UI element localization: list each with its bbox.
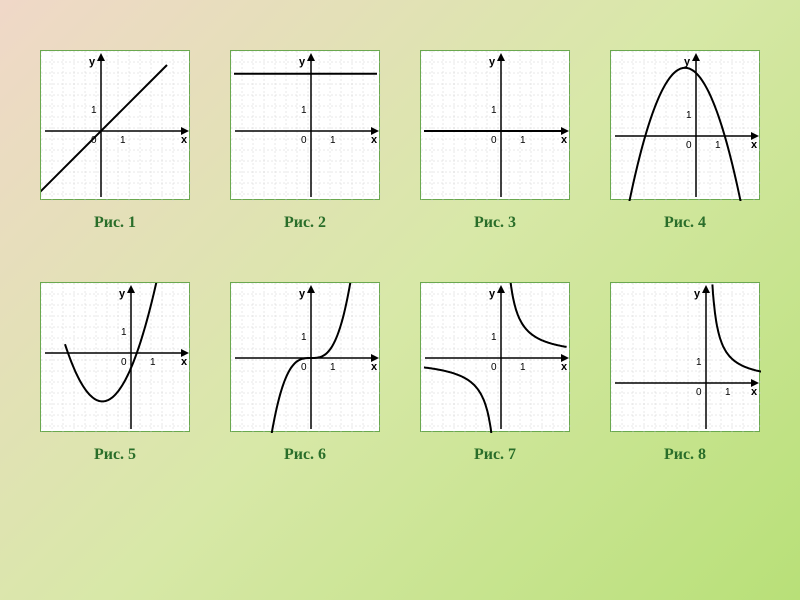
- svg-text:0: 0: [301, 135, 307, 146]
- svg-text:x: x: [371, 361, 378, 373]
- svg-text:x: x: [561, 134, 568, 146]
- row-2: 0 1 1 x y Рис. 5 0 1 1 x y Рис. 6 0 1 1 x y Рис. 7 0 1 1 x y Ри…: [40, 282, 760, 504]
- svg-text:1: 1: [301, 332, 307, 343]
- svg-text:1: 1: [686, 110, 692, 121]
- chart-panel-fig6: 0 1 1 x y Рис. 6: [230, 282, 380, 504]
- svg-text:y: y: [694, 288, 701, 300]
- chart-caption: Рис. 6: [284, 446, 326, 464]
- svg-text:y: y: [489, 288, 496, 300]
- chart-canvas: 0 1 1 x y: [610, 282, 760, 432]
- svg-text:1: 1: [121, 327, 127, 338]
- chart-caption: Рис. 4: [664, 214, 706, 232]
- chart-panel-fig4: 0 1 1 x y Рис. 4: [610, 50, 760, 272]
- svg-text:0: 0: [686, 140, 692, 151]
- svg-text:1: 1: [491, 105, 497, 116]
- svg-text:y: y: [684, 56, 691, 68]
- svg-text:1: 1: [725, 387, 731, 398]
- svg-text:0: 0: [301, 362, 307, 373]
- svg-text:0: 0: [491, 362, 497, 373]
- row-1: 0 1 1 x y Рис. 1 0 1 1 x y Рис. 2 0 1 1 x y Рис. 3 0 1 1 x y Ри…: [40, 50, 760, 272]
- svg-text:0: 0: [91, 135, 97, 146]
- chart-panel-fig2: 0 1 1 x y Рис. 2: [230, 50, 380, 272]
- svg-text:1: 1: [520, 135, 526, 146]
- chart-caption: Рис. 5: [94, 446, 136, 464]
- svg-text:0: 0: [491, 135, 497, 146]
- svg-text:x: x: [181, 134, 188, 146]
- svg-text:1: 1: [301, 105, 307, 116]
- svg-text:1: 1: [330, 135, 336, 146]
- svg-text:1: 1: [715, 140, 721, 151]
- svg-text:y: y: [119, 288, 126, 300]
- chart-canvas: 0 1 1 x y: [420, 50, 570, 200]
- svg-text:x: x: [561, 361, 568, 373]
- chart-canvas: 0 1 1 x y: [40, 50, 190, 200]
- svg-text:1: 1: [91, 105, 97, 116]
- chart-canvas: 0 1 1 x y: [610, 50, 760, 200]
- svg-text:x: x: [751, 386, 758, 398]
- svg-text:1: 1: [330, 362, 336, 373]
- svg-text:1: 1: [520, 362, 526, 373]
- svg-text:y: y: [299, 56, 306, 68]
- svg-text:1: 1: [120, 135, 126, 146]
- svg-text:1: 1: [150, 357, 156, 368]
- chart-canvas: 0 1 1 x y: [230, 282, 380, 432]
- chart-caption: Рис. 8: [664, 446, 706, 464]
- chart-caption: Рис. 7: [474, 446, 516, 464]
- svg-text:0: 0: [121, 357, 127, 368]
- svg-text:x: x: [181, 356, 188, 368]
- chart-canvas: 0 1 1 x y: [40, 282, 190, 432]
- chart-grid-container: 0 1 1 x y Рис. 1 0 1 1 x y Рис. 2 0 1 1 x y Рис. 3 0 1 1 x y Ри…: [0, 0, 800, 564]
- chart-panel-fig8: 0 1 1 x y Рис. 8: [610, 282, 760, 504]
- svg-text:x: x: [751, 139, 758, 151]
- svg-text:1: 1: [696, 357, 702, 368]
- chart-panel-fig1: 0 1 1 x y Рис. 1: [40, 50, 190, 272]
- svg-text:y: y: [299, 288, 306, 300]
- svg-text:1: 1: [491, 332, 497, 343]
- svg-text:y: y: [89, 56, 96, 68]
- chart-panel-fig7: 0 1 1 x y Рис. 7: [420, 282, 570, 504]
- chart-canvas: 0 1 1 x y: [230, 50, 380, 200]
- chart-panel-fig5: 0 1 1 x y Рис. 5: [40, 282, 190, 504]
- chart-canvas: 0 1 1 x y: [420, 282, 570, 432]
- svg-text:x: x: [371, 134, 378, 146]
- chart-panel-fig3: 0 1 1 x y Рис. 3: [420, 50, 570, 272]
- chart-caption: Рис. 3: [474, 214, 516, 232]
- svg-text:y: y: [489, 56, 496, 68]
- chart-caption: Рис. 1: [94, 214, 136, 232]
- svg-text:0: 0: [696, 387, 702, 398]
- chart-caption: Рис. 2: [284, 214, 326, 232]
